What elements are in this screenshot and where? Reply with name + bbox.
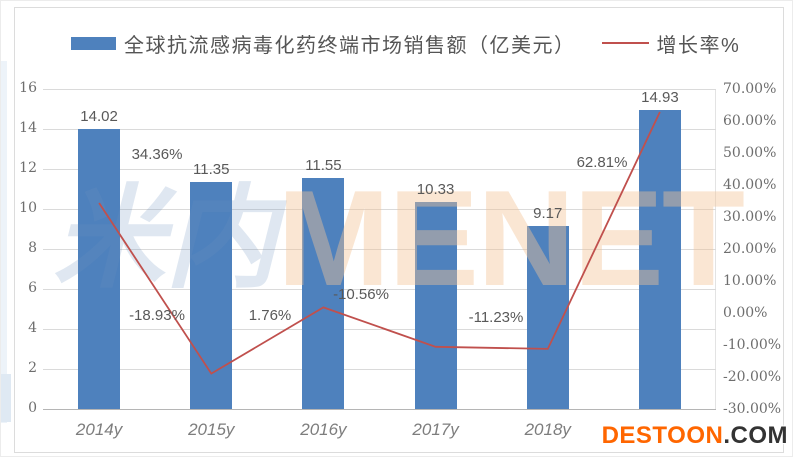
bar-value-label: 11.35	[193, 161, 230, 178]
secondary-axis-tick-label: 70.00%	[723, 81, 777, 97]
secondary-axis-tick-label: 30.00%	[723, 209, 777, 225]
destoon-watermark-name: DESTOON	[601, 422, 724, 449]
grid-line	[43, 409, 716, 410]
grid-line	[43, 249, 716, 250]
sales-bar	[78, 128, 121, 409]
bar-value-label: 11.55	[305, 157, 342, 174]
sales-bar	[190, 182, 233, 409]
secondary-axis-tick-label: -10.00%	[723, 337, 782, 353]
x-axis-category-label: 2014y	[75, 420, 123, 439]
chart-legend: 全球抗流感病毒化药终端市场销售额（亿美元） 增长率%	[71, 31, 741, 57]
line-series-legend-label: 增长率%	[656, 34, 741, 57]
left-edge-watermark-strip	[1, 61, 7, 423]
bar-series-legend-label: 全球抗流感病毒化药终端市场销售额（亿美元）	[124, 34, 576, 57]
y-axis-tick-label: 6	[28, 280, 37, 296]
x-axis-category-label: 2015y	[188, 420, 235, 439]
line-series-swatch-icon	[601, 42, 649, 44]
y-axis-tick-label: 16	[19, 80, 37, 96]
bar-value-label: 14.93	[641, 89, 679, 107]
x-axis-category-label: 2016y	[300, 420, 347, 439]
bar-value-label: 14.02	[80, 107, 118, 125]
growth-rate-label: 34.36%	[131, 146, 183, 163]
growth-rate-label: 1.76%	[248, 307, 292, 324]
grid-line	[43, 329, 716, 330]
y-axis-tick-label: 2	[28, 360, 37, 376]
x-axis-category-label: 2018y	[524, 420, 571, 439]
y-axis-tick-label: 10	[19, 200, 37, 216]
secondary-axis-tick-label: -20.00%	[723, 369, 782, 385]
y-axis-tick-label: 4	[28, 320, 37, 336]
destoon-watermark-suffix: .COM	[723, 422, 788, 449]
bar-value-label: 10.33	[416, 181, 455, 199]
grid-line	[43, 89, 716, 90]
grid-line	[43, 129, 716, 130]
destoon-watermark: DESTOON.COM	[602, 422, 788, 450]
bar-value-label: 9.17	[533, 204, 563, 222]
x-axis-category-label: 2017y	[412, 420, 459, 439]
secondary-axis-tick-label: 60.00%	[723, 113, 777, 129]
growth-rate-label: -11.23%	[468, 309, 524, 326]
secondary-axis-tick-label: -30.00%	[723, 401, 782, 417]
plot-area: 14.02 11.35 11.55 10.33 9.17 14.93 34.36% -18.9…	[43, 89, 716, 410]
bar-series-swatch-icon	[71, 36, 116, 50]
secondary-axis-tick-label: 40.00%	[723, 177, 777, 193]
grid-line	[43, 209, 716, 210]
sales-bar	[414, 202, 457, 409]
y-axis-tick-label: 14	[19, 120, 37, 136]
y-axis-tick-label: 8	[28, 240, 37, 256]
y-axis-tick-label: 0	[28, 400, 37, 416]
secondary-axis-tick-label: 10.00%	[723, 273, 777, 289]
secondary-axis-tick-label: 50.00%	[723, 145, 777, 161]
growth-rate-label: 62.81%	[576, 154, 628, 171]
secondary-axis-tick-label: 20.00%	[723, 241, 777, 257]
secondary-axis-tick-label: 0.00%	[723, 305, 768, 321]
grid-line	[43, 369, 716, 370]
y-axis-tick-label: 12	[19, 160, 37, 176]
growth-rate-label: -18.93%	[129, 307, 185, 324]
growth-rate-label: -10.56%	[333, 286, 389, 303]
sales-bar	[638, 110, 681, 409]
left-edge-watermark-block	[1, 374, 11, 422]
